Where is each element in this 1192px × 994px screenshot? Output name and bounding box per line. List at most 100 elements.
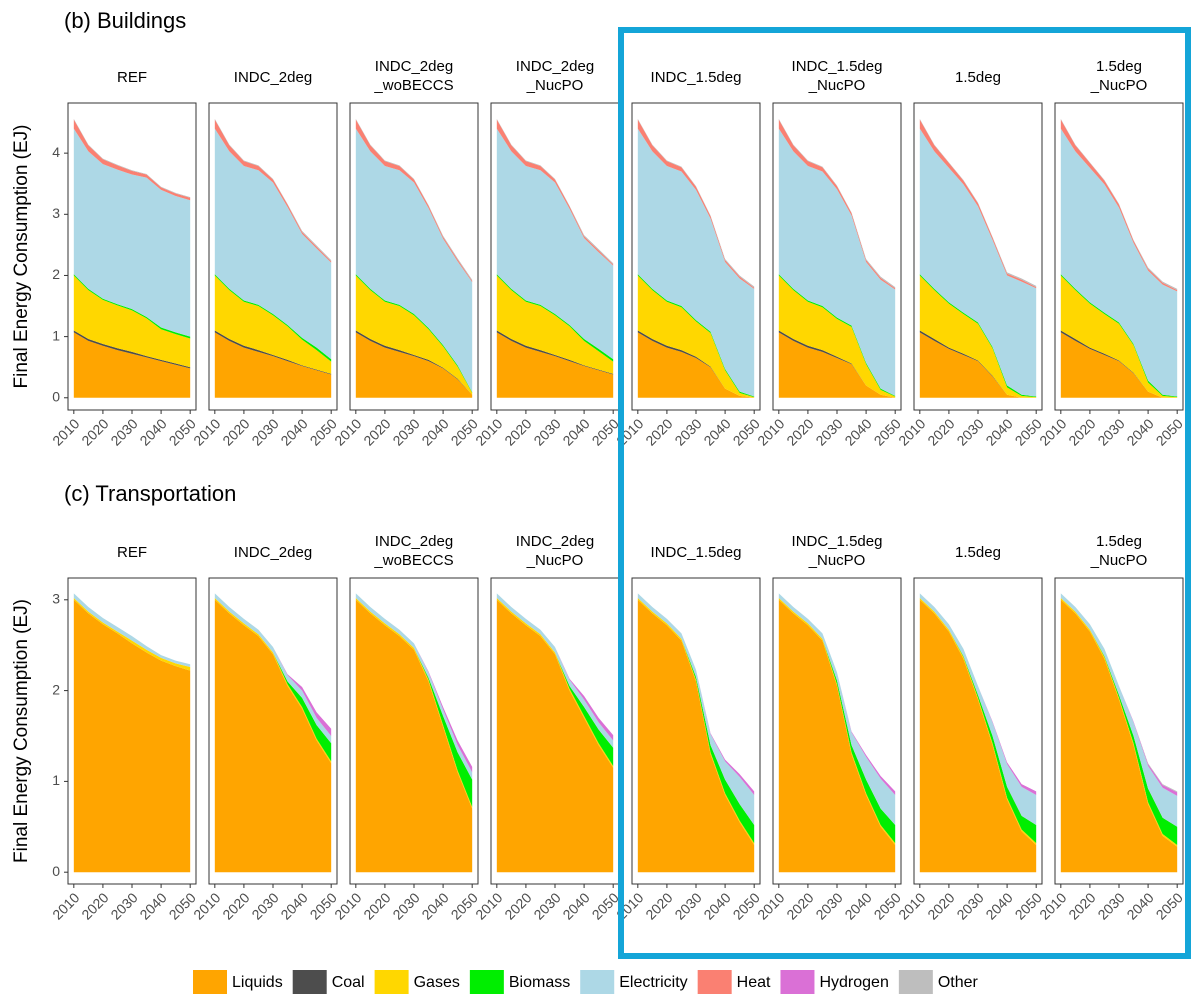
x-tick-label: 2030	[671, 415, 704, 448]
x-tick-label: 2020	[1065, 889, 1098, 922]
panel-title: INDC_2deg	[516, 533, 594, 550]
x-tick-label: 2020	[642, 415, 675, 448]
stacked-area	[919, 599, 1037, 873]
stacked-area	[778, 332, 896, 398]
panel-title: 1.5deg	[955, 544, 1001, 561]
stacked-area	[214, 332, 332, 398]
panel-title: INDC_1.5deg	[792, 533, 883, 550]
row-title: (c) Transportation	[64, 481, 236, 506]
x-tick-label: 2050	[448, 415, 481, 448]
stacked-area	[355, 128, 473, 393]
panel-title: _NucPO	[526, 552, 584, 569]
x-tick-label: 2050	[307, 889, 340, 922]
stacked-area	[778, 275, 896, 398]
stacked-area	[919, 332, 1037, 398]
stacked-area	[73, 128, 191, 337]
x-tick-label: 2030	[248, 415, 281, 448]
stacked-area	[355, 274, 473, 393]
stacked-area	[919, 128, 1037, 397]
stacked-area	[637, 593, 755, 825]
x-tick-label: 2040	[559, 415, 592, 448]
x-tick-label: 2010	[1036, 889, 1069, 922]
panel-title: INDC_2deg	[375, 58, 453, 75]
y-tick-label: 3	[52, 590, 60, 606]
legend-swatch	[469, 970, 504, 994]
x-tick-label: 2020	[783, 415, 816, 448]
panel-title: 1.5deg	[955, 69, 1001, 86]
y-axis-label: Final Energy Consumption (EJ)	[11, 125, 32, 389]
x-tick-label: 2040	[277, 889, 310, 922]
stacked-area	[214, 275, 332, 374]
x-tick-label: 2020	[501, 889, 534, 922]
stacked-area	[214, 593, 332, 744]
legend-swatch	[780, 970, 815, 994]
x-tick-label: 2030	[671, 889, 704, 922]
y-tick-label: 2	[52, 681, 60, 697]
legend-swatch	[292, 970, 327, 994]
y-tick-label: 0	[52, 863, 60, 879]
legend-swatch	[898, 970, 933, 994]
stacked-area	[637, 597, 755, 844]
stacked-area	[919, 597, 1037, 844]
legend-label: Liquids	[232, 974, 283, 991]
x-tick-label: 2030	[107, 415, 140, 448]
stacked-area	[73, 332, 191, 398]
stacked-area	[496, 128, 614, 360]
legend-label: Electricity	[619, 974, 687, 991]
x-tick-label: 2030	[812, 889, 845, 922]
x-tick-label: 2010	[190, 415, 223, 448]
x-tick-label: 2050	[307, 415, 340, 448]
panel-title: INDC_2deg	[375, 533, 453, 550]
x-tick-label: 2010	[895, 415, 928, 448]
stacked-area	[1060, 593, 1178, 827]
x-tick-label: 2040	[841, 889, 874, 922]
panel-title: _NucPO	[1090, 552, 1148, 569]
x-tick-label: 2050	[1153, 889, 1186, 922]
y-tick-label: 4	[52, 144, 60, 160]
x-tick-label: 2050	[1153, 415, 1186, 448]
legend-label: Gases	[414, 974, 460, 991]
stacked-area	[73, 275, 191, 368]
panel-title: REF	[117, 69, 147, 86]
stacked-area	[637, 332, 755, 398]
stacked-area	[637, 128, 755, 397]
x-tick-label: 2020	[783, 889, 816, 922]
x-tick-label: 2010	[331, 889, 364, 922]
panel-title: _NucPO	[808, 552, 866, 569]
x-tick-label: 2040	[700, 889, 733, 922]
row-title: (b) Buildings	[64, 8, 186, 33]
x-tick-label: 2030	[248, 889, 281, 922]
x-tick-label: 2020	[924, 889, 957, 922]
y-tick-label: 0	[52, 388, 60, 404]
x-tick-label: 2020	[501, 415, 534, 448]
y-tick-label: 1	[52, 772, 60, 788]
legend-swatch	[193, 970, 227, 994]
x-tick-label: 2040	[277, 415, 310, 448]
panel-title: _NucPO	[1090, 77, 1148, 94]
panel-title: _woBECCS	[373, 552, 453, 569]
x-tick-label: 2010	[331, 415, 364, 448]
highlight-box	[618, 27, 1191, 959]
x-tick-label: 2040	[418, 415, 451, 448]
stacked-area	[1060, 597, 1178, 845]
x-tick-label: 2020	[924, 415, 957, 448]
x-tick-label: 2050	[448, 889, 481, 922]
y-tick-label: 2	[52, 266, 60, 282]
x-tick-label: 2030	[389, 415, 422, 448]
x-tick-label: 2020	[219, 415, 252, 448]
panel-title: 1.5deg	[1096, 58, 1142, 75]
stacked-area	[496, 275, 614, 374]
panel-title: _woBECCS	[373, 77, 453, 94]
x-tick-label: 2040	[418, 889, 451, 922]
stacked-area	[73, 599, 191, 873]
x-tick-label: 2010	[1036, 415, 1069, 448]
stacked-area	[496, 593, 614, 748]
x-tick-label: 2010	[754, 415, 787, 448]
stacked-area	[496, 599, 614, 873]
x-tick-label: 2030	[812, 415, 845, 448]
stacked-area	[496, 593, 614, 741]
x-tick-label: 2040	[136, 415, 169, 448]
legend-label: Hydrogen	[819, 974, 888, 991]
x-tick-label: 2040	[700, 415, 733, 448]
y-tick-label: 3	[52, 205, 60, 221]
